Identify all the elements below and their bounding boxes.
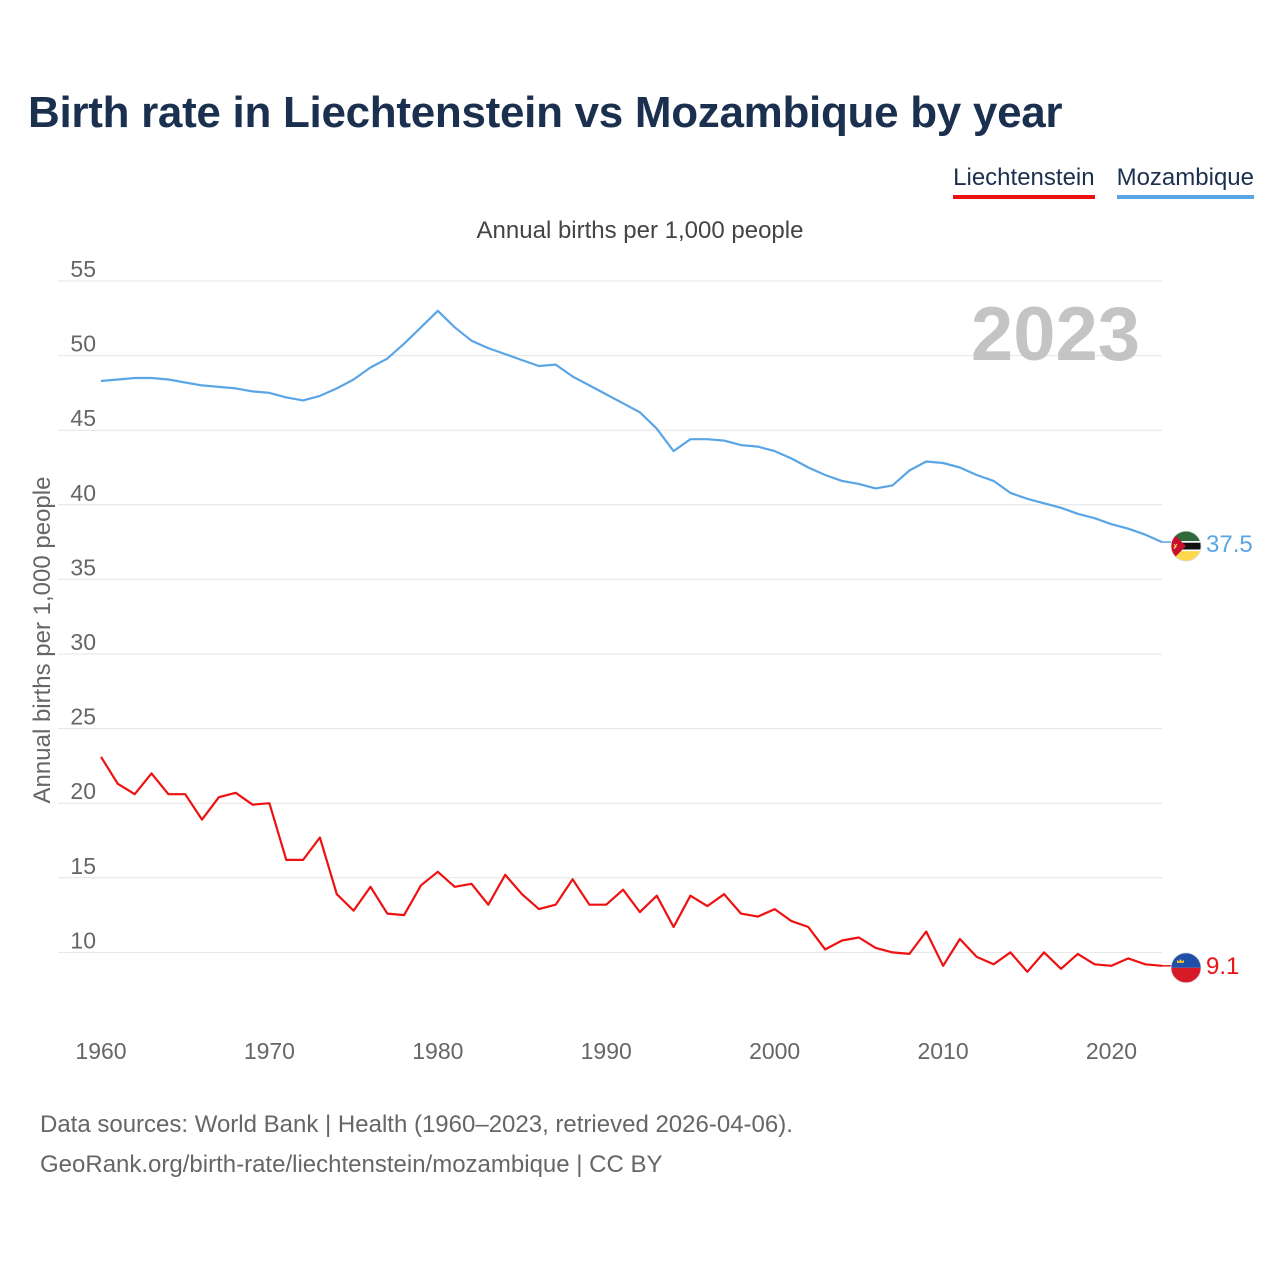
year-watermark: 2023: [971, 292, 1140, 377]
x-tick-label: 1970: [244, 1038, 295, 1064]
liechtenstein-end-value: 9.1: [1206, 953, 1239, 980]
y-tick-label: 10: [70, 927, 96, 953]
mozambique-end-value: 37.5: [1206, 531, 1253, 558]
chart-subtitle: Annual births per 1,000 people: [476, 217, 804, 244]
source-url-text: GeoRank.org/birth-rate/liechtenstein/moz…: [40, 1151, 663, 1178]
mozambique-flag-icon: [1170, 530, 1202, 562]
gridlines: [58, 280, 1162, 953]
liechtenstein-flag-icon: [1170, 952, 1202, 984]
y-tick-label: 40: [70, 480, 96, 506]
series-line-mozambique[interactable]: [100, 309, 1163, 544]
y-tick-label: 45: [70, 405, 96, 431]
x-tick-label: 1960: [75, 1038, 126, 1064]
y-tick-label: 55: [70, 256, 96, 282]
y-tick-label: 30: [70, 629, 96, 655]
legend: Liechtenstein Mozambique: [953, 164, 1254, 199]
x-tick-label: 2020: [1086, 1038, 1137, 1064]
footer: Data sources: World Bank | Health (1960–…: [40, 1105, 793, 1185]
x-axis-ticks: 1960 1970 1980 1990 2000 2010 2020: [75, 1038, 1137, 1064]
y-tick-label: 50: [70, 331, 96, 357]
x-tick-label: 1990: [581, 1038, 632, 1064]
legend-item-liechtenstein[interactable]: Liechtenstein: [953, 164, 1095, 199]
y-axis-ticks: 10 15 20 25 30 35 40 45 50 55: [70, 256, 96, 953]
x-tick-label: 2000: [749, 1038, 800, 1064]
x-tick-label: 2010: [917, 1038, 968, 1064]
legend-item-mozambique[interactable]: Mozambique: [1116, 164, 1254, 199]
y-tick-label: 35: [70, 554, 96, 580]
x-tick-label: 1980: [412, 1038, 463, 1064]
series-line-liechtenstein[interactable]: [100, 756, 1163, 973]
chart-title: Birth rate in Liechtenstein vs Mozambiqu…: [28, 88, 1063, 137]
data-source-text: Data sources: World Bank | Health (1960–…: [40, 1111, 793, 1138]
y-tick-label: 20: [70, 778, 96, 804]
series-lines: [100, 309, 1171, 973]
y-tick-label: 15: [70, 853, 96, 879]
y-axis-label: Annual births per 1,000 people: [29, 477, 56, 804]
y-tick-label: 25: [70, 704, 96, 730]
